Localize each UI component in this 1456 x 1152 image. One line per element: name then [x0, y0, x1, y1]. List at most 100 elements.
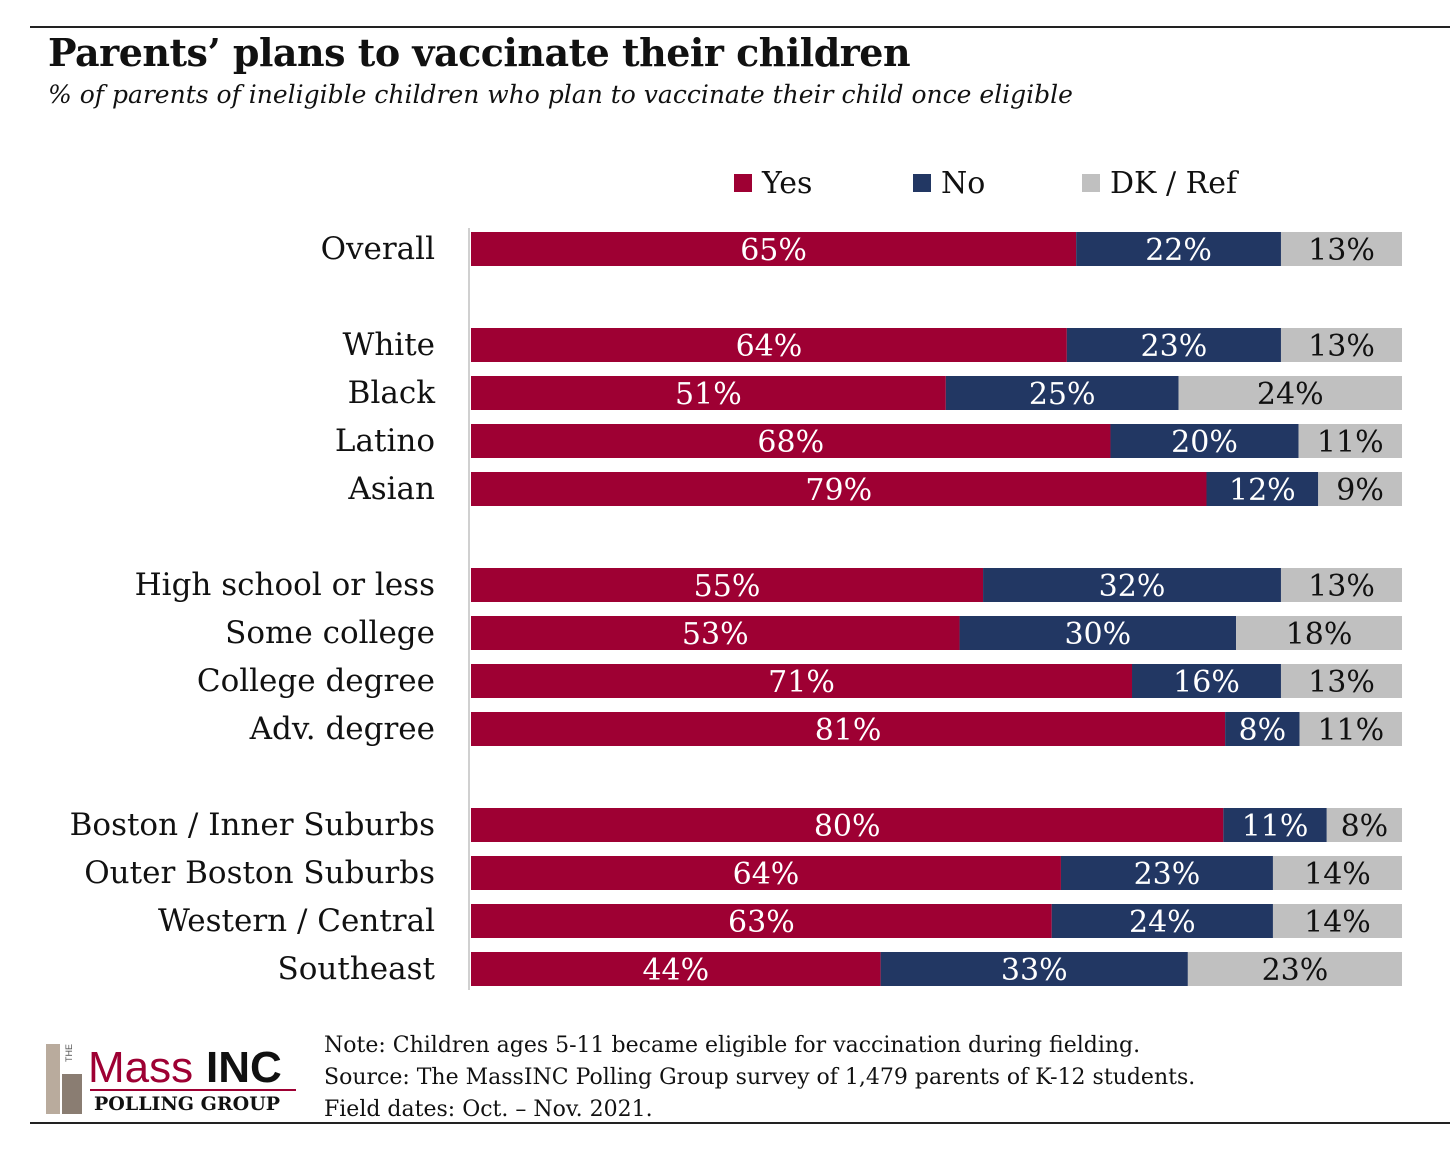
bar-adv-degree-no: [1225, 712, 1300, 746]
bar-asian-yes: [471, 472, 1207, 506]
value-label-some-college-yes: 53%: [682, 617, 749, 652]
bar-western-central-no: [1051, 904, 1273, 938]
legend-label-yes: Yes: [761, 166, 812, 201]
row-label-some-college: Some college: [225, 615, 435, 651]
bar-southeast-no: [880, 952, 1188, 986]
bar-overall-dk-ref: [1280, 232, 1402, 266]
note-text: Note: Children ages 5-11 became eligible…: [324, 1033, 1141, 1058]
bar-some-college-yes: [471, 616, 960, 650]
bar-black-no: [945, 376, 1179, 410]
value-label-southeast-no: 33%: [1001, 953, 1068, 988]
bar-latino-no: [1110, 424, 1299, 458]
value-label-western-central-yes: 63%: [728, 905, 795, 940]
bar-overall-no: [1076, 232, 1281, 266]
chart-title: Parents’ plans to vaccinate their childr…: [48, 30, 911, 75]
bar-boston-inner-suburbs-dk-ref: [1326, 808, 1402, 842]
row-label-outer-boston-suburbs: Outer Boston Suburbs: [84, 855, 435, 891]
value-label-asian-yes: 79%: [805, 473, 872, 508]
row-label-western-central: Western / Central: [158, 903, 435, 939]
logo-prefix: THE: [64, 1044, 74, 1062]
bar-high-school-or-less-dk-ref: [1280, 568, 1402, 602]
bar-black-dk-ref: [1178, 376, 1402, 410]
bar-adv-degree-yes: [471, 712, 1226, 746]
value-label-southeast-dk-ref: 23%: [1262, 953, 1329, 988]
bar-black-yes: [471, 376, 946, 410]
row-label-southeast: Southeast: [278, 951, 436, 987]
bar-southeast-dk-ref: [1187, 952, 1402, 986]
value-label-latino-dk-ref: 11%: [1317, 425, 1384, 460]
value-label-some-college-dk-ref: 18%: [1286, 617, 1353, 652]
value-label-high-school-or-less-no: 32%: [1099, 569, 1166, 604]
value-label-white-yes: 64%: [736, 329, 803, 364]
bar-outer-boston-suburbs-yes: [471, 856, 1061, 890]
bar-latino-yes: [471, 424, 1111, 458]
bar-asian-dk-ref: [1318, 472, 1402, 506]
value-label-outer-boston-suburbs-no: 23%: [1134, 857, 1201, 892]
bar-adv-degree-dk-ref: [1299, 712, 1402, 746]
value-label-boston-inner-suburbs-yes: 80%: [814, 809, 881, 844]
bar-college-degree-dk-ref: [1280, 664, 1402, 698]
logo-bar-right: [62, 1074, 82, 1114]
logo-bar-left: [46, 1044, 60, 1114]
row-label-white: White: [342, 327, 435, 363]
value-label-high-school-or-less-yes: 55%: [694, 569, 761, 604]
bar-outer-boston-suburbs-no: [1060, 856, 1273, 890]
value-label-asian-no: 12%: [1229, 473, 1296, 508]
value-label-college-degree-no: 16%: [1173, 665, 1240, 700]
value-label-western-central-dk-ref: 14%: [1304, 905, 1371, 940]
value-label-boston-inner-suburbs-no: 11%: [1242, 809, 1309, 844]
row-label-latino: Latino: [335, 423, 435, 459]
value-label-adv-degree-dk-ref: 11%: [1317, 713, 1384, 748]
value-label-some-college-no: 30%: [1064, 617, 1131, 652]
legend-swatch-no: [913, 174, 931, 192]
value-label-college-degree-yes: 71%: [768, 665, 835, 700]
bar-white-yes: [471, 328, 1067, 362]
value-label-black-yes: 51%: [675, 377, 742, 412]
value-label-latino-yes: 68%: [757, 425, 824, 460]
row-label-boston-inner-suburbs: Boston / Inner Suburbs: [70, 807, 435, 843]
bar-asian-no: [1206, 472, 1319, 506]
bar-high-school-or-less-no: [983, 568, 1281, 602]
row-label-adv-degree: Adv. degree: [249, 711, 435, 747]
value-label-latino-no: 20%: [1171, 425, 1238, 460]
stacked-bar-chart: Yes No DK / Ref Overall 65% 22% 13% White 64% 23%…: [70, 166, 1402, 990]
value-label-white-dk-ref: 13%: [1308, 329, 1375, 364]
value-label-overall-dk-ref: 13%: [1308, 233, 1375, 268]
value-label-overall-yes: 65%: [740, 233, 807, 268]
bar-boston-inner-suburbs-yes: [471, 808, 1224, 842]
row-label-high-school-or-less: High school or less: [135, 567, 435, 603]
row-label-asian: Asian: [347, 471, 435, 507]
value-label-college-degree-dk-ref: 13%: [1308, 665, 1375, 700]
legend-label-no: No: [941, 166, 985, 201]
value-label-overall-no: 22%: [1145, 233, 1212, 268]
bar-some-college-dk-ref: [1236, 616, 1402, 650]
bar-southeast-yes: [471, 952, 881, 986]
bar-western-central-dk-ref: [1272, 904, 1402, 938]
logo-tagline: POLLING GROUP: [94, 1093, 280, 1115]
row-label-black: Black: [348, 375, 436, 411]
bar-overall-yes: [471, 232, 1077, 266]
chart-subtitle: % of parents of ineligible children who …: [48, 80, 1073, 109]
bar-latino-dk-ref: [1298, 424, 1402, 458]
bar-boston-inner-suburbs-no: [1223, 808, 1327, 842]
value-label-black-dk-ref: 24%: [1257, 377, 1324, 412]
bottom-rule: [30, 1122, 1450, 1124]
value-label-outer-boston-suburbs-dk-ref: 14%: [1304, 857, 1371, 892]
row-label-overall: Overall: [321, 231, 435, 267]
bar-white-no: [1066, 328, 1281, 362]
legend-swatch-dk-ref: [1082, 174, 1100, 192]
bar-western-central-yes: [471, 904, 1052, 938]
bar-college-degree-no: [1132, 664, 1281, 698]
bar-high-school-or-less-yes: [471, 568, 984, 602]
logo-name-part2: INC: [206, 1043, 282, 1092]
footnotes: Note: Children ages 5-11 became eligible…: [324, 1030, 1195, 1126]
bar-some-college-no: [959, 616, 1237, 650]
source-text: Source: The MassINC Polling Group survey…: [324, 1065, 1196, 1090]
value-label-western-central-no: 24%: [1129, 905, 1196, 940]
value-label-outer-boston-suburbs-yes: 64%: [733, 857, 800, 892]
value-label-boston-inner-suburbs-dk-ref: 8%: [1341, 809, 1389, 844]
value-label-adv-degree-no: 8%: [1239, 713, 1287, 748]
value-label-southeast-yes: 44%: [642, 953, 709, 988]
top-rule: [30, 26, 1450, 28]
value-label-adv-degree-yes: 81%: [815, 713, 882, 748]
